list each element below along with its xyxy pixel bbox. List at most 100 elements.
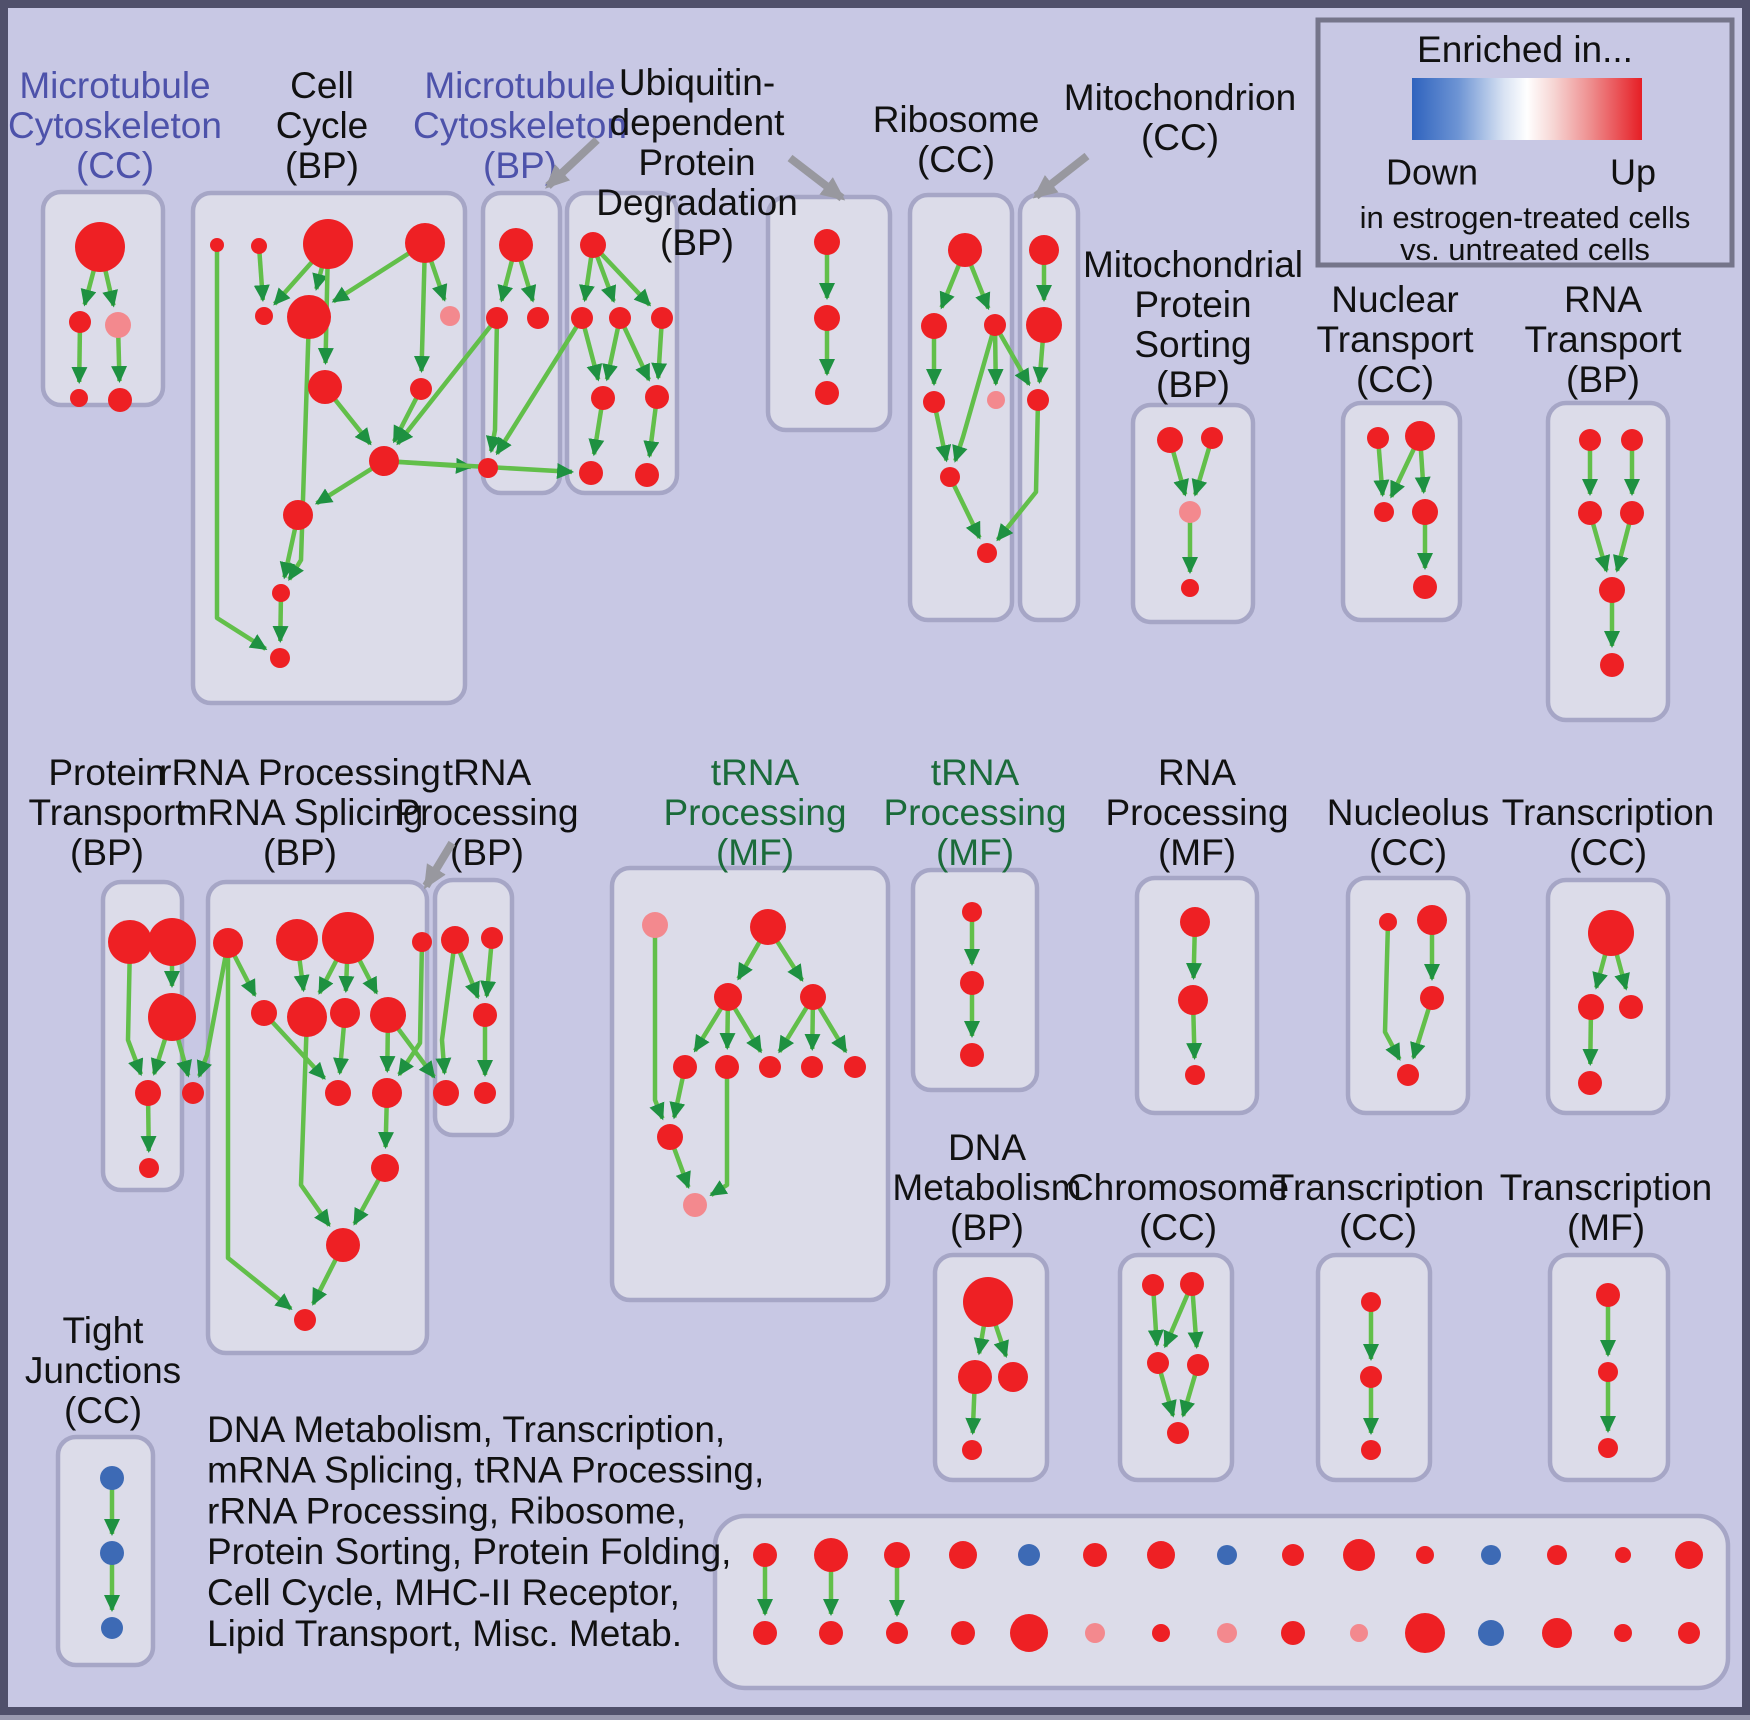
legend-box [1315,17,1735,268]
node-cc_n9 [410,378,432,400]
node-rr_9 [325,1080,351,1106]
annotation-line-1: DNA Metabolism, Transcription, [207,1409,725,1450]
svg-text:(CC): (CC) [64,1390,142,1431]
node-tc_r [1619,995,1643,1019]
node-rt_b [1600,653,1624,677]
node-ts_1 [962,902,982,922]
svg-text:Transcription: Transcription [1502,792,1714,833]
node-ub_mc [651,307,673,329]
node-dm_b [962,1440,982,1460]
node-bd_13t [1547,1545,1567,1565]
node-cc_n5 [255,307,273,325]
svg-text:(BP): (BP) [1156,364,1230,405]
group-box-dna_met [932,1252,1050,1483]
node-rb_c [923,391,945,413]
box-label-nucleolus: Nucleolus(CC) [1327,792,1489,873]
node-rb_d [987,391,1005,409]
annotation-line-3: rRNA Processing, Ribosome, [207,1490,686,1531]
node-nu_tr [1417,905,1447,935]
node-pt_bl [108,920,152,964]
node-mc_e [108,388,132,412]
svg-text:rRNA Processing: rRNA Processing [159,752,441,793]
node-bd_1t [753,1543,777,1567]
node-mb_t [499,228,533,262]
group-box-mt_bp [480,190,563,496]
node-ub_mb [609,307,631,329]
node-bd_15t [1675,1541,1703,1569]
edge-rb_b-mi_3 [993,323,1031,387]
node-cc_n12 [272,584,290,602]
svg-text:Processing: Processing [1105,792,1288,833]
svg-text:Processing: Processing [395,792,578,833]
node-cc_n2 [251,238,267,254]
annotation-line-4: Protein Sorting, Protein Folding, [207,1531,731,1572]
node-cc_n6 [287,295,331,339]
node-mc_b [69,311,91,333]
svg-text:Transport: Transport [1317,319,1475,360]
edge-mb_m1-cc_n10 [395,316,499,446]
edge-pt_bl-pt_sl [125,941,144,1077]
node-bd_11b [1405,1613,1445,1653]
svg-text:Ubiquitin-: Ubiquitin- [619,62,775,103]
node-bd_8b [1217,1623,1237,1643]
edge-rr_4-rr_10 [397,941,425,1077]
node-bd_12t [1481,1545,1501,1565]
node-u5_1 [814,229,840,255]
node-bd_6t [1083,1543,1107,1567]
annotation-line-6: Lipid Transport, Misc. Metab. [207,1613,682,1654]
node-t2_2 [1360,1366,1382,1388]
node-ch_tl [1142,1274,1164,1296]
node-rt_ml [1578,501,1602,525]
node-bd_4b [951,1621,975,1645]
node-bd_8t [1217,1545,1237,1565]
node-rr_7 [330,998,360,1028]
node-tc_b [1578,1071,1602,1095]
svg-text:Transcription: Transcription [1272,1167,1484,1208]
edge-tm_c2-tm_bp [709,1067,730,1197]
node-bd_9b [1281,1621,1305,1645]
svg-text:Metabolism: Metabolism [892,1167,1081,1208]
svg-text:Transport: Transport [29,792,187,833]
node-ch_b [1167,1422,1189,1444]
node-ub_x2 [645,385,669,409]
node-ms_b [1181,579,1199,597]
node-rr_10 [372,1078,402,1108]
node-mb_m1 [486,307,508,329]
edge-cc_n1-cc_n13 [214,245,268,651]
node-rr_1 [213,928,243,958]
node-bd_3b [886,1622,908,1644]
svg-text:Microtubule: Microtubule [424,65,615,106]
node-cc_n8 [308,370,342,404]
node-cc_n4 [405,223,445,263]
annotation-block: DNA Metabolism, Transcription,mRNA Splic… [207,1409,764,1654]
node-cc_n7 [440,306,460,326]
node-rr_4 [412,932,432,952]
node-tj_1 [100,1466,124,1490]
node-bd_2t [814,1538,848,1572]
node-bd_13b [1542,1618,1572,1648]
svg-text:Tight: Tight [63,1310,145,1351]
node-bd_14t [1615,1547,1631,1563]
node-tj_3 [101,1617,123,1639]
svg-text:(BP): (BP) [450,832,524,873]
node-bd_10b [1350,1624,1368,1642]
node-cc_n3 [303,219,353,269]
node-mc_c [105,312,131,338]
svg-text:(BP): (BP) [1566,359,1640,400]
svg-text:(CC): (CC) [1141,117,1219,158]
node-ub_b2 [635,463,659,487]
node-u5_3 [815,381,839,405]
svg-text:Chromosome: Chromosome [1067,1167,1289,1208]
node-bd_3t [884,1542,910,1568]
group-box-rrna [205,879,430,1356]
box-label-ribosome: Ribosome(CC) [873,99,1040,180]
